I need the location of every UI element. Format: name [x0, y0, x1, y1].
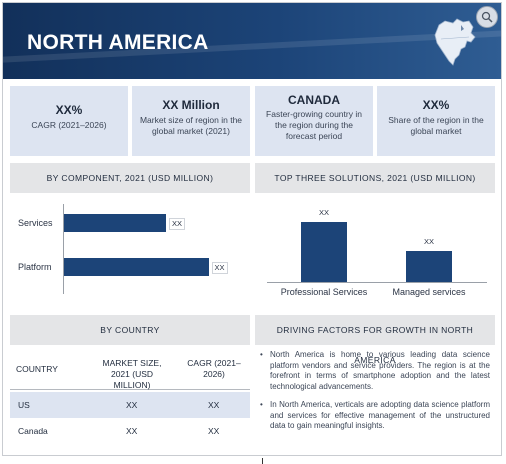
kpi-card-market-size: XX Million Market size of region in the …	[132, 86, 250, 156]
kpi-desc: CAGR (2021–2026)	[31, 120, 107, 130]
category-label: Professional Services	[280, 287, 368, 297]
kpi-card-cagr: XX% CAGR (2021–2026)	[10, 86, 128, 156]
column-header-cagr: CAGR (2021–2026)	[187, 358, 241, 379]
component-bar-chart: Services XX Platform XX	[10, 196, 250, 308]
data-label: XX	[423, 236, 434, 246]
bar-managed-services	[406, 250, 452, 282]
category-label: Services	[18, 218, 53, 228]
list-item: • In North America, verticals are adoptin…	[260, 400, 490, 430]
chart-axis	[267, 282, 487, 283]
column-header-market-size: MARKET SIZE, 2021 (USD MILLION)	[102, 358, 162, 390]
bullet-text: North America is home to various leading…	[270, 350, 490, 391]
infographic-frame	[2, 2, 502, 456]
data-label: XX	[169, 218, 186, 230]
section-by-component: BY COMPONENT, 2021 (USD MILLION)	[10, 163, 250, 193]
table-row: Canada XX XX	[10, 418, 250, 444]
footer-tick	[262, 458, 263, 464]
section-driving-factors: DRIVING FACTORS FOR GROWTH IN NORTH AMER…	[255, 315, 495, 365]
bullet-text: In North America, verticals are adopting…	[270, 400, 490, 430]
region-banner: NORTH AMERICA	[3, 3, 501, 79]
zoom-button[interactable]	[476, 6, 498, 28]
north-america-map-icon	[434, 18, 476, 66]
cell-country: Canada	[18, 426, 48, 436]
cell-cagr: XX	[208, 400, 220, 410]
kpi-card-share: XX% Share of the region in the global ma…	[377, 86, 495, 156]
cell-country: US	[18, 400, 30, 410]
kpi-desc: Faster-growing country in the region dur…	[266, 109, 362, 141]
data-label: XX	[211, 262, 228, 274]
kpi-card-fastest-country: CANADA Faster-growing country in the reg…	[255, 86, 373, 156]
table-header: COUNTRY MARKET SIZE, 2021 (USD MILLION) …	[10, 348, 250, 390]
data-label: XX	[318, 208, 329, 217]
list-item: • North America is home to various leadin…	[260, 350, 490, 391]
kpi-value: XX%	[55, 103, 83, 117]
section-top-solutions: TOP THREE SOLUTIONS, 2021 (USD MILLION)	[255, 163, 495, 193]
section-by-country: BY COUNTRY	[10, 315, 250, 345]
solutions-bar-chart: XX Professional Services XX Managed service…	[255, 196, 495, 308]
kpi-value: XX%	[422, 98, 450, 112]
bar-services	[64, 214, 166, 232]
driving-factors-list: • North America is home to various leadin…	[258, 350, 490, 440]
bar-platform	[64, 258, 209, 276]
chart-axis	[63, 204, 64, 294]
kpi-value: CANADA	[288, 93, 340, 107]
cell-market-size: XX	[126, 426, 138, 436]
table-row: US XX XX	[10, 392, 250, 418]
kpi-desc: Share of the region in the global market	[388, 115, 484, 136]
cell-market-size: XX	[126, 400, 138, 410]
category-label: Managed services	[392, 287, 466, 297]
column-header-country: COUNTRY	[16, 364, 58, 374]
kpi-desc: Market size of region in the global mark…	[139, 115, 243, 136]
bar-professional-services	[301, 222, 347, 282]
cell-cagr: XX	[208, 426, 220, 436]
kpi-value: XX Million	[162, 98, 220, 112]
banner-title: NORTH AMERICA	[27, 31, 209, 54]
category-label: Platform	[18, 262, 52, 272]
zoom-icon	[481, 11, 493, 23]
